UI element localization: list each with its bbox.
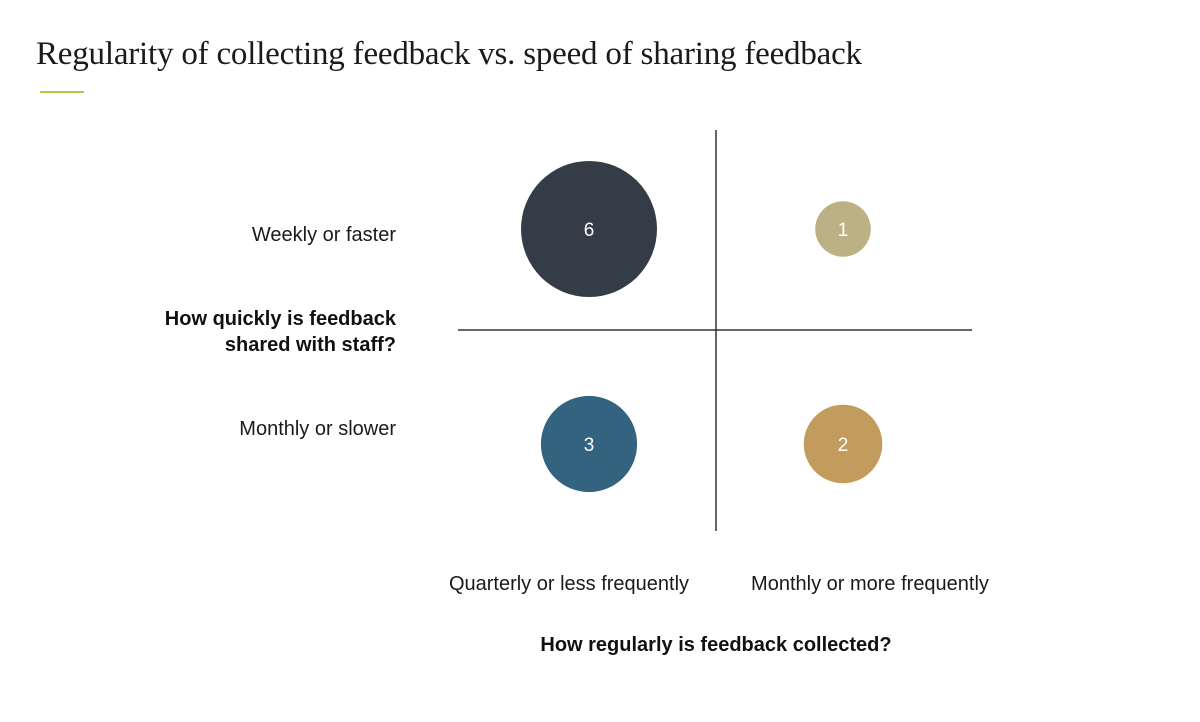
- y-tick-monthly-or-slower: Monthly or slower: [239, 418, 396, 440]
- bubble-value-label: 2: [838, 435, 849, 456]
- bubble-circle: [540, 395, 638, 493]
- bubble-value-label: 6: [584, 220, 595, 241]
- bubble-value-label: 3: [584, 435, 595, 456]
- axis-labels: Monthly or slower Weekly or faster Quarter…: [165, 224, 989, 656]
- x-tick-quarterly-or-less-frequently: Quarterly or less frequently: [449, 573, 689, 595]
- bubble-circle: [803, 404, 883, 484]
- bubble-2: 1: [815, 201, 871, 257]
- bubble-1: 6: [521, 161, 657, 297]
- y-axis-title-line: shared with staff?: [225, 334, 396, 356]
- x-tick-monthly-or-more-frequently: Monthly or more frequently: [751, 573, 989, 595]
- bubble-4: 2: [803, 404, 883, 484]
- y-axis-title: How quickly is feedback shared with staff…: [165, 308, 397, 356]
- y-tick-weekly-or-faster: Weekly or faster: [252, 224, 396, 246]
- x-axis-title: How regularly is feedback collected?: [540, 634, 891, 656]
- title-accent-rule: [40, 91, 84, 93]
- chart-title: Regularity of collecting feedback vs. sp…: [36, 36, 862, 72]
- quadrant-axes: [458, 130, 972, 531]
- bubble-circle: [815, 201, 871, 257]
- y-axis-title-line: How quickly is feedback: [165, 308, 397, 330]
- bubbles: 6 1 3 2: [521, 161, 883, 493]
- bubble-3: 3: [540, 395, 638, 493]
- bubble-value-label: 1: [838, 220, 849, 241]
- bubble-circle: [521, 161, 657, 297]
